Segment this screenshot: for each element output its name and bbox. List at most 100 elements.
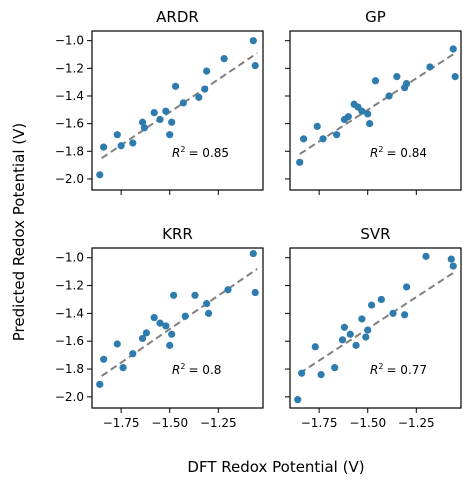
data-point <box>181 312 189 320</box>
axes-frame <box>91 30 264 191</box>
data-point <box>150 313 158 322</box>
panel-title: GP <box>365 8 386 26</box>
data-point <box>100 143 108 151</box>
data-point <box>168 330 176 338</box>
panel-title: KRR <box>162 225 193 243</box>
data-point <box>364 110 372 118</box>
data-point <box>142 329 151 337</box>
data-point <box>171 82 180 90</box>
data-point <box>364 326 372 334</box>
data-point <box>426 63 434 71</box>
data-point <box>156 115 164 124</box>
data-point <box>117 142 125 150</box>
data-point <box>449 45 457 53</box>
x-tick-label: −1.25 <box>398 416 435 430</box>
y-tick-label: −1.0 <box>55 34 84 48</box>
panel-title: ARDR <box>156 8 199 26</box>
data-point <box>338 336 347 344</box>
panel-gp: GP R2 = 0.84 <box>285 8 462 195</box>
y-tick-label: −1.2 <box>55 61 84 75</box>
data-point <box>368 301 376 309</box>
data-point <box>166 341 174 349</box>
y-tick-label: −2.0 <box>55 390 84 404</box>
x-tick-label: −1.75 <box>103 416 140 430</box>
data-point <box>352 341 360 349</box>
panels: ARDR R2 = 0.85 −1.0 −1.2 −1.4 −1.6 −1.8 −2.0 GP R2… <box>55 8 462 430</box>
fit-line <box>101 52 258 160</box>
data-point <box>162 107 170 115</box>
y-tick-label: −1.6 <box>55 117 84 131</box>
panel-svr: SVR R2 = 0.77 −1.75 −1.50 −1.25 <box>285 225 462 430</box>
data-point <box>138 118 147 126</box>
data-point <box>366 120 374 128</box>
r2-annotation: R2 = 0.84 <box>370 145 427 160</box>
y-tick-label: −1.0 <box>55 251 84 265</box>
data-point <box>249 37 257 45</box>
data-point <box>249 249 257 258</box>
y-tick-label: −1.6 <box>55 334 84 348</box>
data-point <box>300 135 308 143</box>
data-point <box>220 55 228 63</box>
data-point <box>344 113 352 121</box>
r2-annotation: R2 = 0.8 <box>172 362 221 377</box>
data-point <box>113 340 121 348</box>
data-point <box>401 311 409 319</box>
panel-title: SVR <box>360 225 390 243</box>
x-tick-label: −1.50 <box>349 416 386 430</box>
data-point <box>96 380 104 388</box>
data-point <box>168 118 176 126</box>
data-point <box>402 283 411 291</box>
x-tick-label: −1.25 <box>200 416 237 430</box>
data-point <box>451 73 459 81</box>
data-point <box>203 300 211 308</box>
data-point <box>156 319 164 327</box>
r2-annotation: R2 = 0.85 <box>172 145 229 160</box>
data-point <box>296 158 304 166</box>
data-point <box>113 131 121 139</box>
data-point <box>298 369 306 377</box>
data-point <box>377 295 385 304</box>
data-point <box>389 309 397 317</box>
data-point <box>422 252 430 260</box>
data-point <box>294 396 302 404</box>
data-point <box>447 255 455 263</box>
data-point <box>346 330 354 338</box>
data-point <box>393 73 401 81</box>
data-point <box>358 315 366 323</box>
data-point <box>203 67 211 75</box>
data-point <box>150 108 158 117</box>
fit-line <box>299 270 456 375</box>
data-point <box>96 171 104 179</box>
y-tick-label: −2.0 <box>55 172 84 186</box>
data-point <box>162 322 170 330</box>
y-tick-label: −1.2 <box>55 279 84 293</box>
data-point <box>251 288 259 297</box>
data-point <box>362 333 370 341</box>
data-point <box>311 343 319 351</box>
data-point <box>340 323 349 331</box>
data-point <box>385 92 393 100</box>
data-point <box>201 85 209 93</box>
axes-frame <box>91 247 264 409</box>
y-axis-label: Predicted Redox Potential (V) <box>10 123 28 342</box>
data-point <box>358 107 366 115</box>
r2-annotation: R2 = 0.77 <box>370 362 427 377</box>
data-point <box>251 61 259 70</box>
y-tick-label: −1.8 <box>55 362 84 376</box>
axes-frame <box>289 30 462 191</box>
data-point <box>129 350 137 358</box>
data-point <box>333 131 341 139</box>
data-point <box>191 291 199 299</box>
y-tick-label: −1.4 <box>55 89 84 103</box>
data-point <box>100 355 108 363</box>
x-tick-label: −1.50 <box>151 416 188 430</box>
data-point <box>129 139 137 147</box>
axes-frame <box>289 247 462 409</box>
data-point <box>331 364 339 372</box>
x-axis-label: DFT Redox Potential (V) <box>187 458 364 476</box>
y-tick-label: −1.8 <box>55 144 84 158</box>
data-point <box>402 79 411 88</box>
data-point <box>195 93 203 101</box>
data-point <box>166 131 174 139</box>
